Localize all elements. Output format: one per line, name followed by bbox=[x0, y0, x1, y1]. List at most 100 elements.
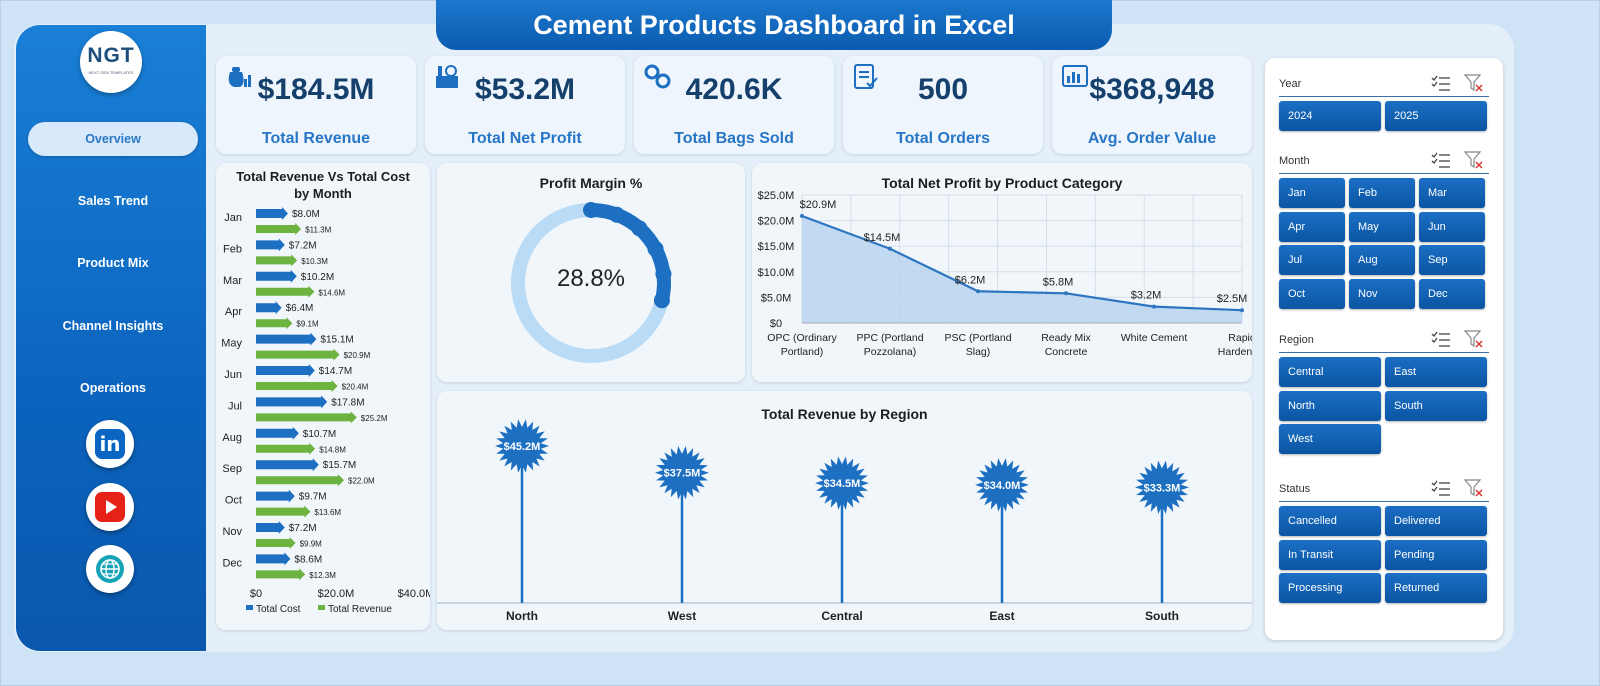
donut-arc-bead bbox=[608, 206, 625, 223]
data-point bbox=[1240, 308, 1244, 313]
bar-data-label: $14.7M bbox=[319, 366, 352, 377]
slicer-delivered[interactable]: Delivered bbox=[1385, 506, 1487, 536]
clear-filter-icon[interactable] bbox=[1464, 151, 1484, 169]
x-tick-label: $40.0M bbox=[398, 588, 430, 600]
slicer-jul[interactable]: Jul bbox=[1279, 245, 1345, 275]
revenue-bar bbox=[256, 442, 316, 455]
slicer-pending[interactable]: Pending bbox=[1385, 539, 1487, 570]
point-data-label: $3.2M bbox=[1131, 290, 1162, 302]
globe-icon bbox=[95, 554, 125, 584]
data-point bbox=[1152, 304, 1156, 309]
slicer-north[interactable]: North bbox=[1279, 390, 1381, 421]
divider bbox=[1279, 96, 1489, 97]
bar-data-label: $20.4M bbox=[342, 383, 369, 392]
year-filter-label: Year bbox=[1279, 78, 1302, 90]
y-tick-label: $10.0M bbox=[758, 267, 795, 279]
slicer-dec[interactable]: Dec bbox=[1419, 278, 1485, 309]
month-tick-label: Jul bbox=[228, 400, 242, 412]
divider bbox=[1279, 173, 1489, 174]
revenue-bar bbox=[256, 505, 311, 518]
ngt-logo[interactable]: NGT NEXT GEN TEMPLATES bbox=[80, 31, 142, 93]
category-tick-label: OPC (Ordinary Portland) bbox=[767, 332, 837, 358]
region-tick-label: West bbox=[668, 609, 696, 623]
slicer-west[interactable]: West bbox=[1279, 424, 1381, 454]
slicer-2025[interactable]: 2025 bbox=[1385, 101, 1487, 131]
slicer-central[interactable]: Central bbox=[1279, 357, 1381, 387]
region-tick-label: North bbox=[506, 609, 538, 623]
kpi-card-total-revenue: $184.5M Total Revenue bbox=[216, 56, 416, 154]
donut-arc-bead bbox=[647, 240, 664, 257]
cost-bar bbox=[256, 238, 285, 252]
region-filter-label: Region bbox=[1279, 334, 1314, 346]
cost-bar bbox=[256, 301, 282, 315]
slicer-east[interactable]: East bbox=[1385, 357, 1487, 387]
kpi-label: Total Bags Sold bbox=[674, 130, 794, 147]
month-tick-label: Jan bbox=[224, 212, 242, 224]
revenue-bar bbox=[256, 568, 306, 581]
nav-sales-trend[interactable]: Sales Trend bbox=[77, 194, 149, 208]
month-tick-label: Dec bbox=[222, 557, 242, 569]
clear-filter-icon[interactable] bbox=[1464, 74, 1484, 92]
bar-data-label: $7.2M bbox=[289, 523, 317, 534]
multi-select-icon[interactable] bbox=[1431, 151, 1451, 169]
donut-arc-bead bbox=[653, 292, 670, 309]
kpi-label: Total Net Profit bbox=[468, 130, 582, 147]
starburst-marker bbox=[975, 458, 1029, 512]
multi-select-icon[interactable] bbox=[1431, 74, 1451, 92]
revenue-bar bbox=[256, 380, 338, 392]
slicer-may[interactable]: May bbox=[1349, 211, 1415, 242]
starburst-marker bbox=[1135, 460, 1189, 515]
region-lollipop-chart: $45.2M North $37.5M West $34.5M Central $34.0M… bbox=[437, 419, 1252, 623]
bar-data-label: $14.6M bbox=[318, 288, 345, 297]
slicer-oct[interactable]: Oct bbox=[1279, 278, 1345, 309]
slicer-cancelled[interactable]: Cancelled bbox=[1279, 506, 1381, 536]
slicer-sep[interactable]: Sep bbox=[1419, 245, 1485, 275]
slicer-jan[interactable]: Jan bbox=[1279, 178, 1345, 208]
checklist-icon bbox=[854, 64, 878, 89]
cost-bar bbox=[256, 489, 295, 503]
category-tick-label: PPC (Portland Pozzolana) bbox=[856, 332, 923, 358]
bar-data-label: $17.8M bbox=[331, 397, 364, 408]
clear-filter-icon[interactable] bbox=[1464, 479, 1484, 497]
starburst-marker bbox=[495, 419, 549, 473]
slicer-apr[interactable]: Apr bbox=[1279, 211, 1345, 242]
slicer-2024[interactable]: 2024 bbox=[1279, 101, 1381, 131]
bar-data-label: $20.9M bbox=[344, 351, 371, 360]
slicer-nov[interactable]: Nov bbox=[1349, 278, 1415, 309]
nav-product-mix[interactable]: Product Mix bbox=[77, 256, 149, 270]
sidebar: NGT NEXT GEN TEMPLATES Overview Sales Tr… bbox=[16, 25, 206, 651]
data-point bbox=[888, 246, 892, 251]
slicer-feb[interactable]: Feb bbox=[1349, 178, 1415, 208]
month-tick-label: Feb bbox=[223, 243, 242, 255]
kpi-label: Total Revenue bbox=[261, 130, 371, 147]
multi-select-icon[interactable] bbox=[1431, 479, 1451, 497]
report-chart-icon bbox=[1062, 65, 1088, 87]
linkedin-button[interactable]: in bbox=[86, 420, 134, 468]
slicer-south[interactable]: South bbox=[1385, 390, 1487, 421]
slicer-processing[interactable]: Processing bbox=[1279, 573, 1381, 603]
nav-overview[interactable]: Overview bbox=[28, 122, 198, 156]
region-value-label: $33.3M bbox=[1144, 482, 1181, 494]
multi-select-icon[interactable] bbox=[1431, 330, 1451, 348]
bar-data-label: $13.6M bbox=[314, 508, 341, 517]
kpi-card-total-net-profit: $53.2M Total Net Profit bbox=[425, 56, 625, 154]
money-bag-icon bbox=[228, 67, 251, 87]
revenue-bar bbox=[256, 474, 344, 487]
bar-data-label: $7.2M bbox=[289, 240, 317, 251]
slicer-aug[interactable]: Aug bbox=[1349, 245, 1415, 275]
slicer-mar[interactable]: Mar bbox=[1419, 178, 1485, 208]
x-tick-label: $0 bbox=[250, 588, 262, 600]
cost-bar bbox=[256, 395, 328, 409]
slicer-in-transit[interactable]: In Transit bbox=[1279, 539, 1381, 570]
bar-data-label: $8.6M bbox=[294, 554, 322, 565]
nav-channel-insights[interactable]: Channel Insights bbox=[62, 319, 164, 333]
cost-bar bbox=[256, 332, 317, 346]
youtube-button[interactable] bbox=[86, 483, 134, 531]
slicer-returned[interactable]: Returned bbox=[1385, 573, 1487, 603]
nav-operations[interactable]: Operations bbox=[80, 381, 146, 395]
kpi-value: 420.6K bbox=[685, 73, 783, 106]
slicer-jun[interactable]: Jun bbox=[1419, 211, 1485, 242]
website-button[interactable] bbox=[86, 545, 134, 593]
clear-filter-icon[interactable] bbox=[1464, 330, 1484, 348]
category-title: Total Net Profit by Product Category bbox=[881, 175, 1123, 191]
